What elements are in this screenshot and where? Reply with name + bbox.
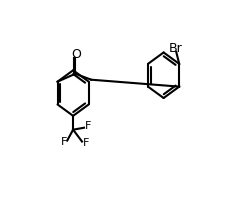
Text: F: F xyxy=(84,121,91,131)
Text: Br: Br xyxy=(168,42,182,54)
Text: F: F xyxy=(60,137,67,147)
Text: O: O xyxy=(72,48,81,61)
Text: F: F xyxy=(82,138,89,148)
